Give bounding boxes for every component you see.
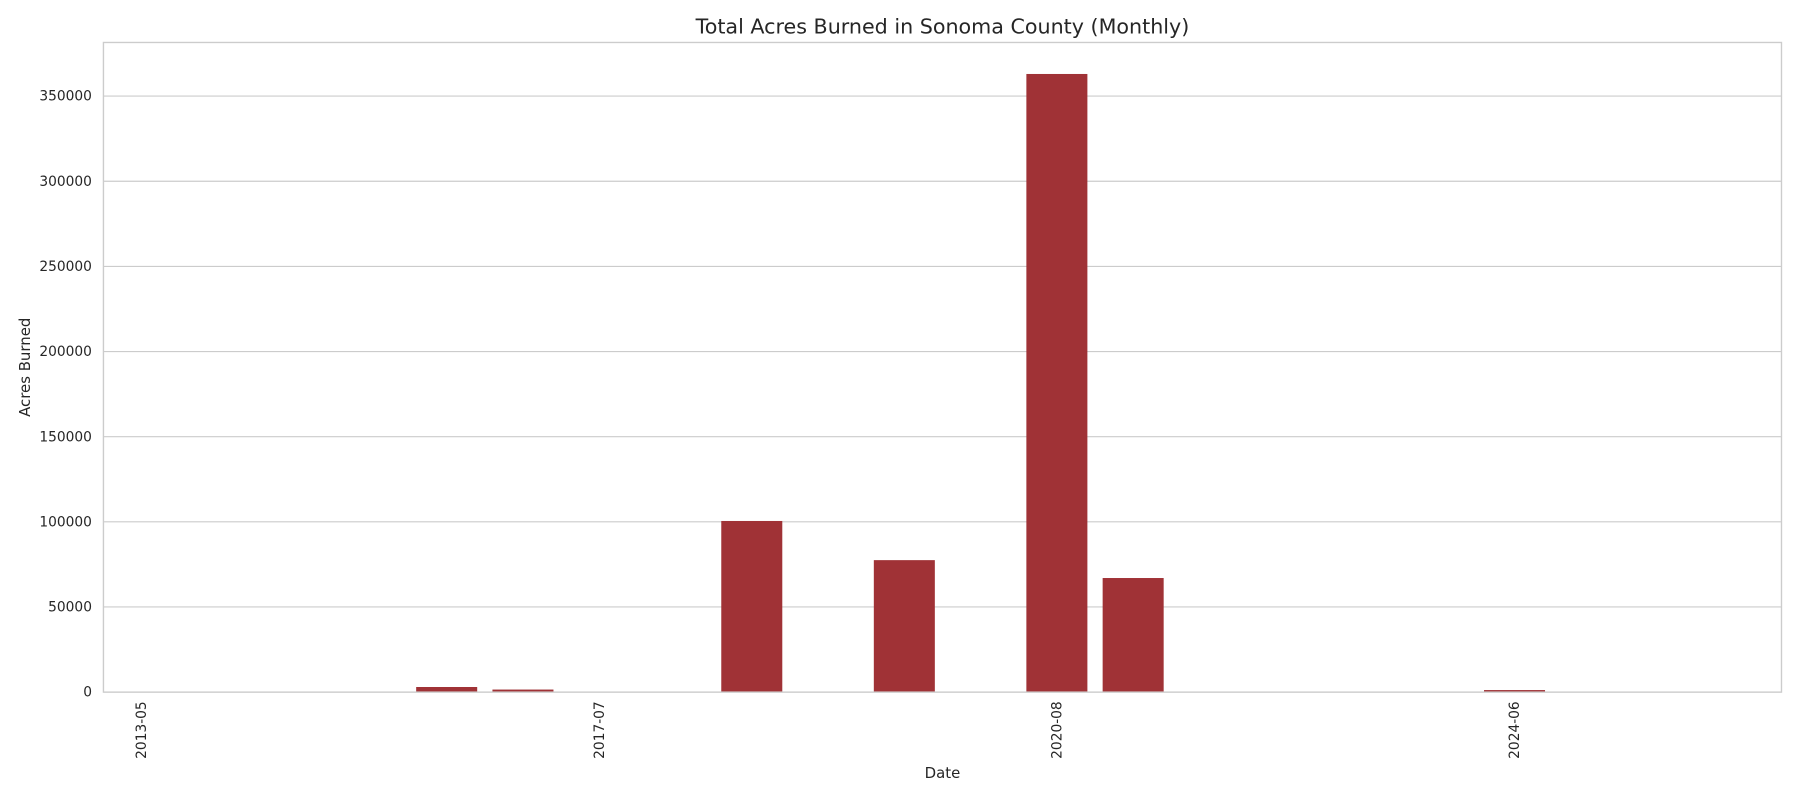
plot-frame	[102, 41, 1783, 693]
bar	[492, 689, 554, 693]
y-tick-label: 350000	[39, 89, 92, 105]
y-tick-label: 300000	[39, 174, 92, 190]
y-tick-label: 250000	[39, 259, 92, 275]
y-tick-label: 150000	[39, 429, 92, 445]
bar	[1484, 690, 1546, 693]
bar	[1026, 73, 1088, 693]
bar	[721, 520, 783, 693]
chart-title: Total Acres Burned in Sonoma County (Mon…	[695, 14, 1190, 38]
y-axis-label: Acres Burned	[16, 318, 34, 417]
x-tick-label: 2020-08	[1049, 701, 1065, 759]
bar	[1102, 578, 1164, 693]
bar	[873, 560, 935, 693]
bar	[416, 687, 478, 693]
y-tick-label: 0	[83, 685, 92, 701]
x-tick-label: 2024-06	[1507, 701, 1523, 759]
y-tick-label: 50000	[48, 600, 92, 616]
x-axis-label: Date	[925, 764, 961, 782]
y-tick-label: 100000	[39, 514, 92, 530]
x-tick-label: 2017-07	[592, 701, 608, 759]
y-tick-label: 200000	[39, 344, 92, 360]
x-tick-label: 2013-05	[134, 701, 150, 759]
